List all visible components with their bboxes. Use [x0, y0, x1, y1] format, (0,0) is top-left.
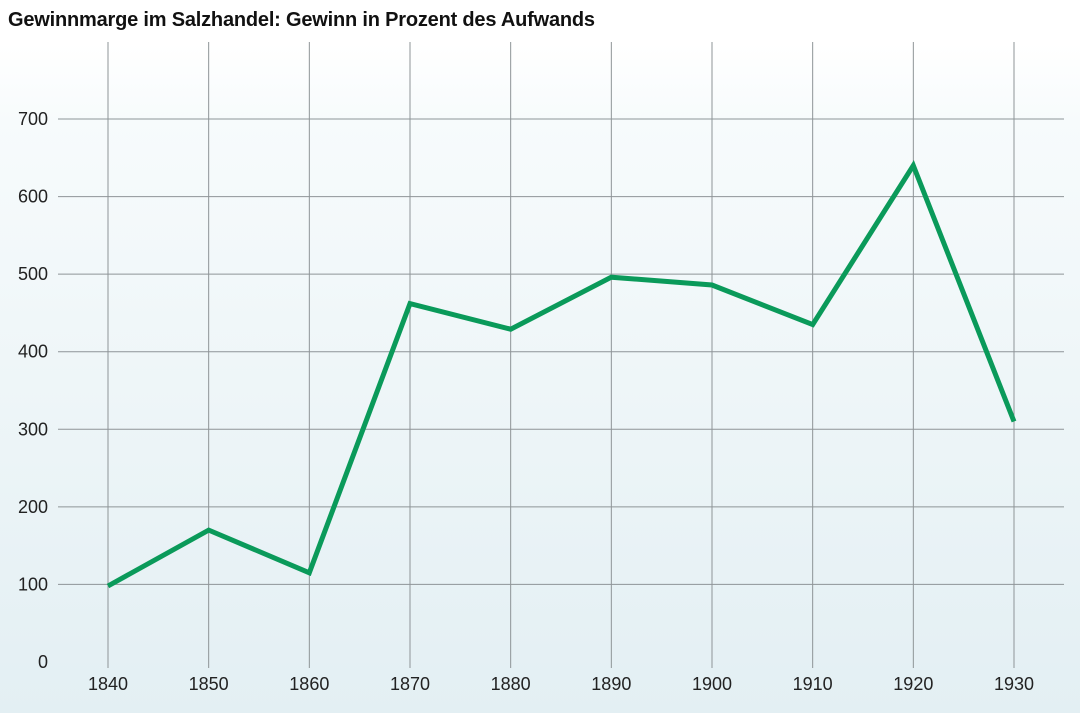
grid — [58, 42, 1064, 668]
x-tick-label: 1860 — [289, 674, 329, 694]
chart-title: Gewinnmarge im Salzhandel: Gewinn in Pro… — [8, 9, 595, 31]
x-tick-label: 1850 — [189, 674, 229, 694]
x-tick-label: 1920 — [893, 674, 933, 694]
series-line — [106, 159, 1017, 589]
x-tick-label: 1840 — [88, 674, 128, 694]
y-tick-label: 600 — [18, 187, 48, 207]
y-tick-label: 0 — [38, 652, 48, 672]
y-tick-label: 300 — [18, 419, 48, 439]
x-tick-label: 1930 — [994, 674, 1034, 694]
x-tick-label: 1880 — [491, 674, 531, 694]
x-tick-label: 1890 — [591, 674, 631, 694]
x-tick-label: 1910 — [793, 674, 833, 694]
y-tick-label: 500 — [18, 264, 48, 284]
y-tick-label: 400 — [18, 342, 48, 362]
y-tick-label: 700 — [18, 109, 48, 129]
series-layer — [106, 159, 1017, 589]
x-axis-ticks: 1840 1850 1860 1870 1880 1890 1900 1910 1920 1930 — [88, 674, 1034, 694]
x-tick-label: 1900 — [692, 674, 732, 694]
y-tick-label: 100 — [18, 574, 48, 594]
y-tick-label: 200 — [18, 497, 48, 517]
x-tick-label: 1870 — [390, 674, 430, 694]
y-axis-ticks: 0 100 200 300 400 500 600 700 — [18, 109, 48, 672]
